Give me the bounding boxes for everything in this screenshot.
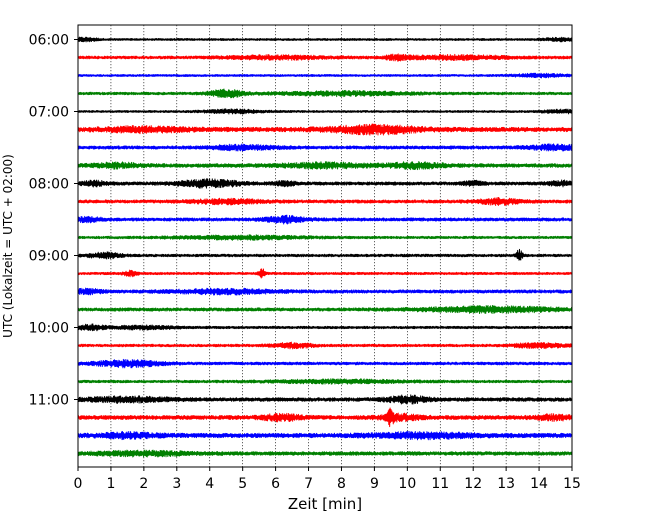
x-axis: 0 1 2 3 4 5 6 7 8 9 10 11 12 13 14 15 (74, 467, 581, 492)
x-tick-label-4: 4 (205, 476, 214, 492)
x-tick-label-6: 6 (271, 476, 280, 492)
y-tick-label-11:00: 11:00 (29, 393, 69, 409)
y-axis: 06:00 07:00 08:00 09:00 10:00 11:00 (29, 33, 78, 409)
trace-0615 (77, 53, 573, 62)
x-tick-label-3: 3 (172, 476, 181, 492)
y-tick-label-08:00: 08:00 (29, 177, 69, 193)
x-tick-label-1: 1 (106, 476, 115, 492)
trace-1100 (77, 394, 573, 405)
trace-0945 (77, 304, 573, 314)
x-tick-label-8: 8 (337, 476, 346, 492)
x-tick-label-9: 9 (370, 476, 379, 492)
trace-0915 (77, 268, 573, 279)
trace-0630 (77, 72, 573, 79)
plot-frame (77, 24, 573, 468)
x-tick-label-11: 11 (431, 476, 449, 492)
trace-1130 (77, 430, 573, 441)
x-tick-label-10: 10 (398, 476, 416, 492)
x-tick-label-13: 13 (497, 476, 515, 492)
trace-0745 (77, 160, 573, 171)
x-axis-label: Zeit [min] (288, 495, 362, 513)
trace-1045 (77, 378, 573, 385)
y-tick-label-06:00: 06:00 (29, 33, 69, 49)
x-tick-label-15: 15 (563, 476, 581, 492)
x-tick-label-5: 5 (238, 476, 247, 492)
trace-0715 (77, 123, 573, 136)
trace-0930 (77, 287, 573, 296)
x-tick-label-7: 7 (304, 476, 313, 492)
trace-1015 (77, 341, 573, 350)
y-tick-label-07:00: 07:00 (29, 105, 69, 121)
trace-1115 (77, 407, 573, 428)
trace-0600 (77, 36, 573, 43)
trace-0815 (77, 197, 573, 206)
y-tick-label-09:00: 09:00 (29, 249, 69, 265)
trace-0800 (77, 178, 573, 189)
y-axis-label: UTC (Lokalzeit = UTC + 02:00) (1, 154, 15, 338)
y-tick-label-10:00: 10:00 (29, 321, 69, 337)
x-tick-label-0: 0 (74, 476, 83, 492)
x-tick-label-2: 2 (139, 476, 148, 492)
x-tick-label-14: 14 (530, 476, 548, 492)
trace-0900 (77, 248, 573, 261)
trace-1000 (77, 323, 573, 332)
trace-1030 (77, 358, 573, 369)
trace-0730 (77, 143, 573, 152)
trace-0700 (77, 108, 573, 115)
seismic-traces (77, 36, 573, 458)
trace-0830 (77, 214, 573, 225)
trace-1145 (77, 449, 573, 458)
x-tick-label-12: 12 (464, 476, 482, 492)
trace-0845 (77, 234, 573, 241)
trace-0645 (77, 88, 573, 99)
